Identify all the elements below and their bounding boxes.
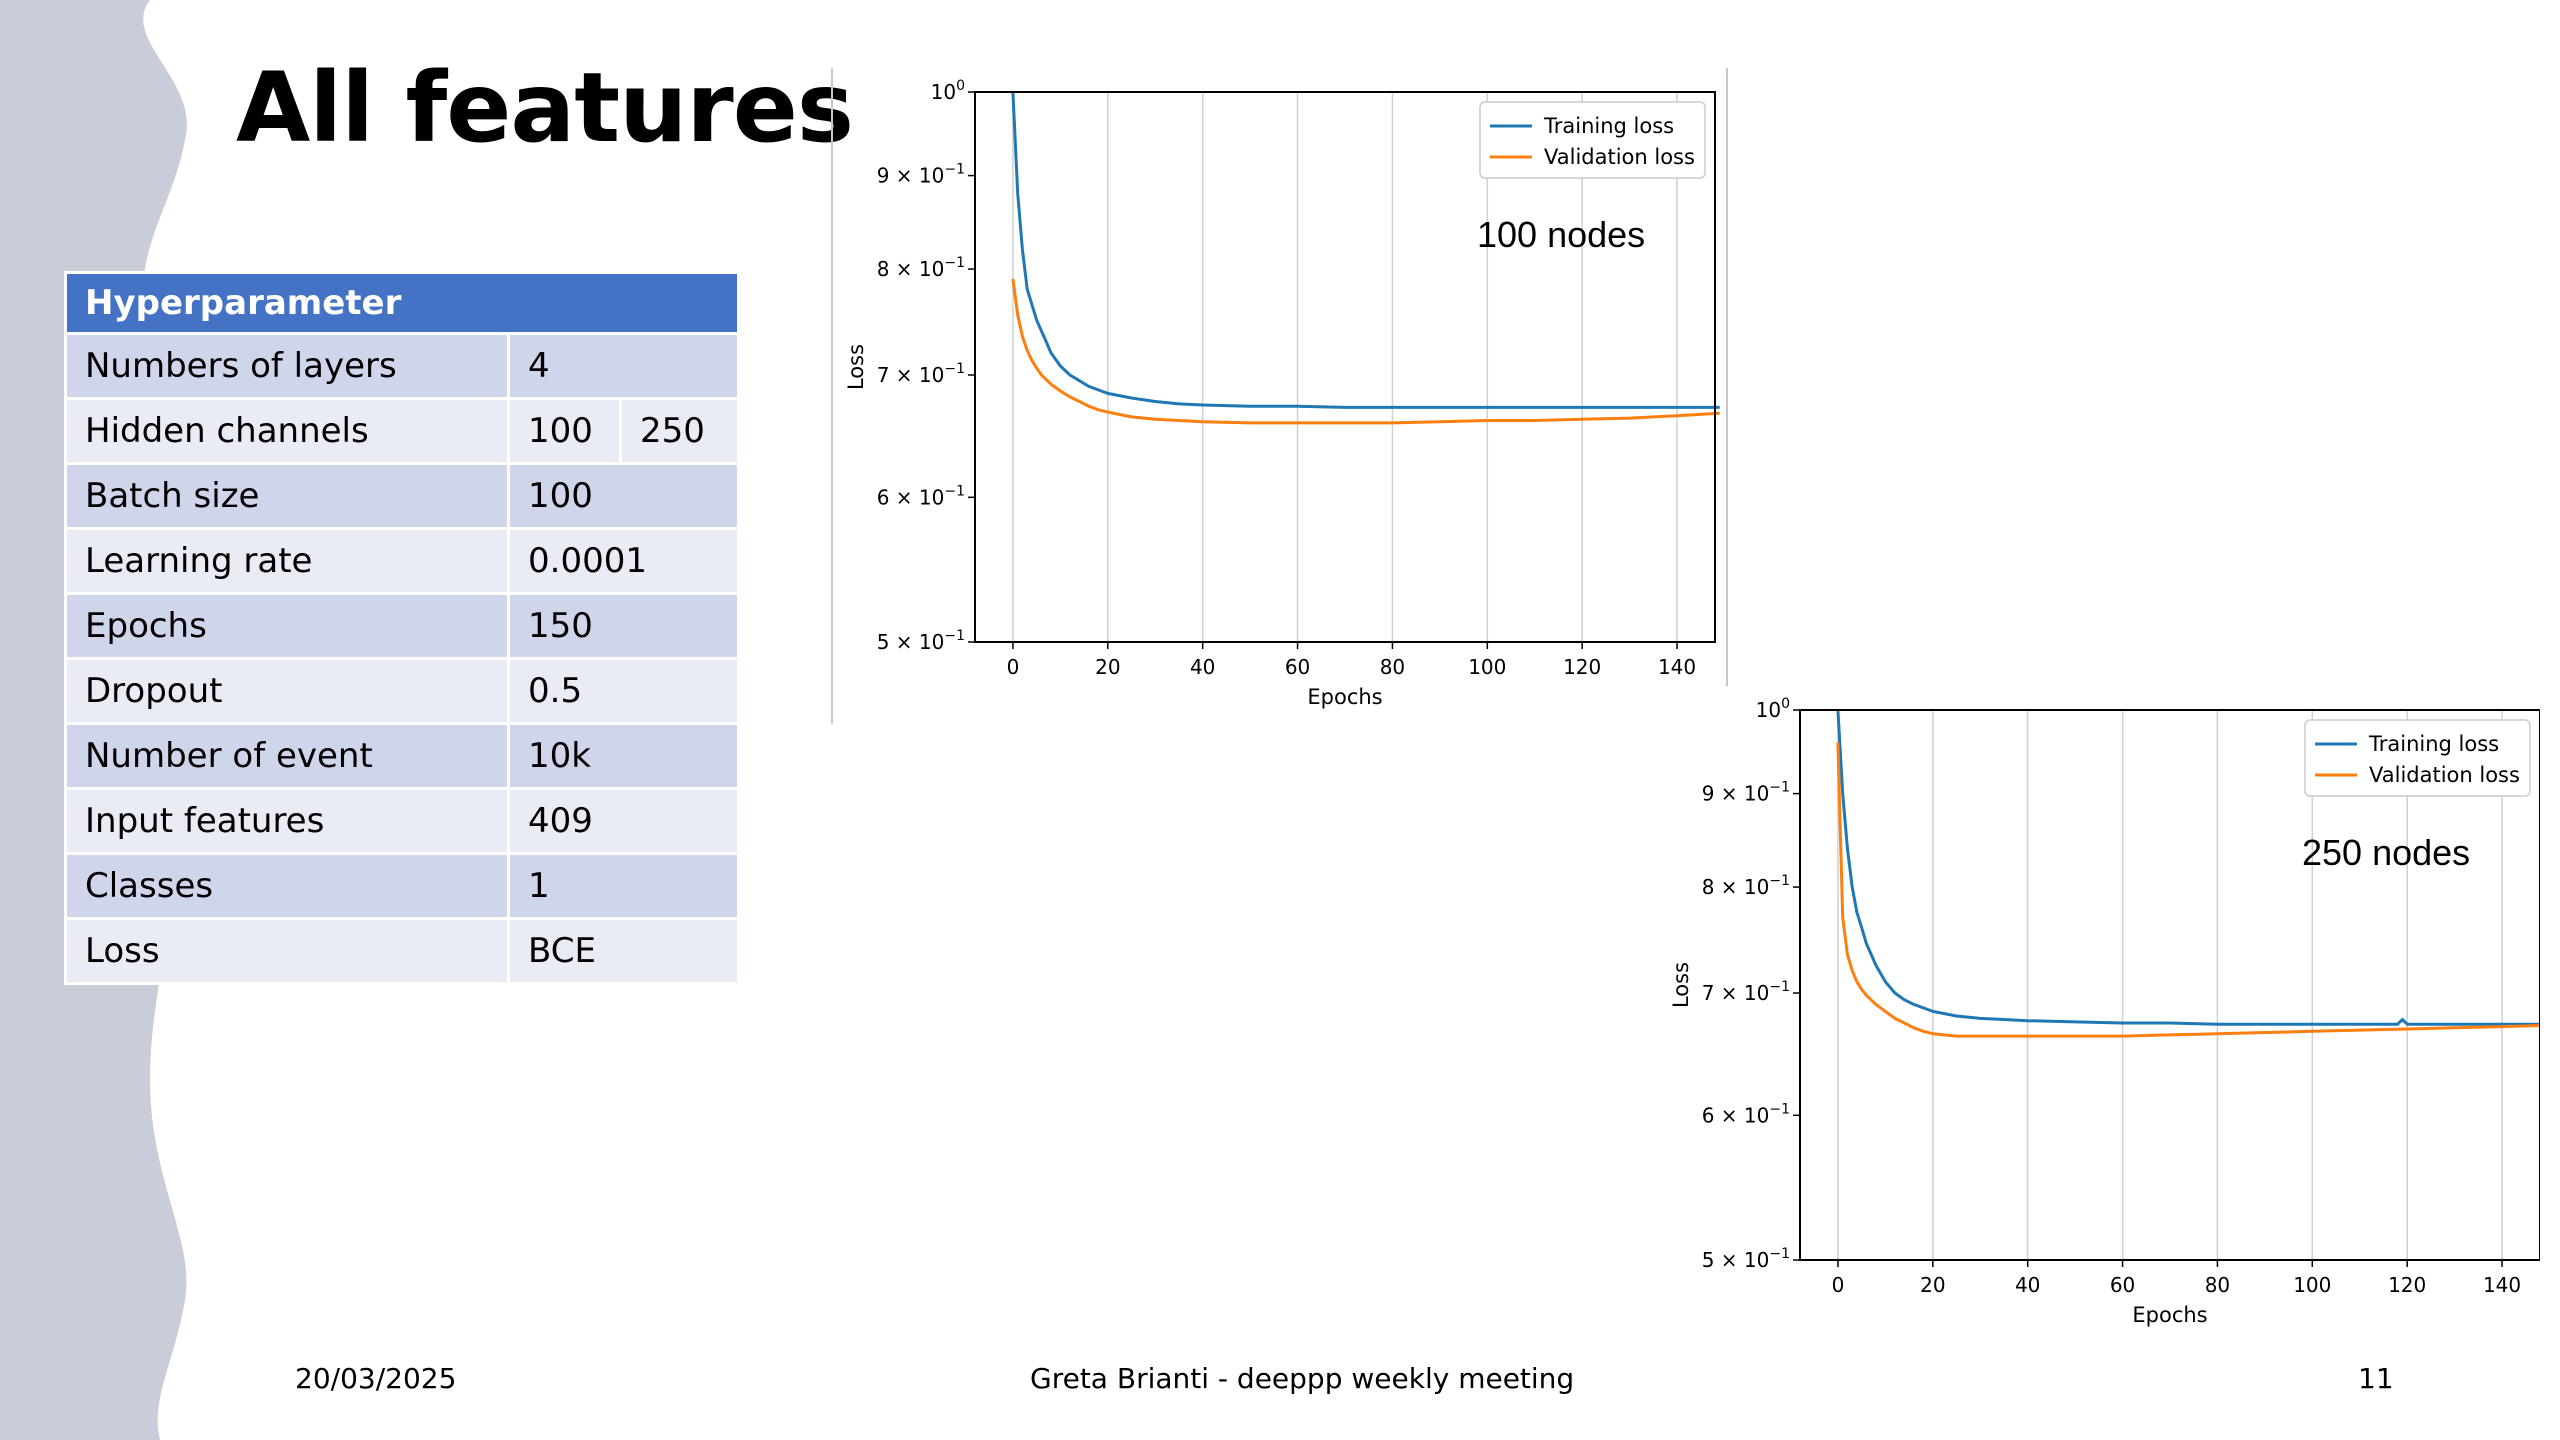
plot-frame: [974, 91, 1716, 643]
x-axis-label: Epochs: [1307, 685, 1382, 709]
x-tick-label: 60: [2110, 1273, 2135, 1297]
table-row: Numbers of layers 4: [64, 332, 741, 400]
y-tick-label: 5 × 10−1: [877, 628, 965, 654]
x-tick-label: 80: [1380, 655, 1405, 679]
series-line: [1011, 91, 1720, 409]
y-tick-label: 7 × 10−1: [877, 361, 965, 387]
row-label: Dropout: [64, 657, 510, 725]
table-row: Loss BCE: [64, 917, 741, 985]
chart-annotation: 250 nodes: [2302, 832, 2470, 873]
y-tick-label: 8 × 10−1: [877, 255, 965, 281]
series-line: [1011, 278, 1720, 425]
row-value: 409: [506, 787, 741, 855]
y-axis-label: Loss: [1669, 962, 1693, 1008]
table-row: Number of event 10k: [64, 722, 741, 790]
y-tick-label: 9 × 10−1: [1702, 780, 1790, 806]
row-label: Classes: [64, 852, 510, 920]
row-value: 100: [507, 397, 622, 465]
table-row: Input features 409: [64, 787, 741, 855]
x-tick-label: 120: [1563, 655, 1601, 679]
x-tick-label: 0: [1007, 655, 1020, 679]
plot-frame: [1799, 709, 2540, 1261]
row-label: Epochs: [64, 592, 510, 660]
slide-title: All features: [236, 52, 854, 164]
row-value: 0.0001: [506, 527, 741, 595]
x-tick-label: 120: [2388, 1273, 2426, 1297]
footer-text: Greta Brianti - deeppp weekly meeting: [1030, 1362, 1575, 1395]
figure-border-right: [1726, 68, 1728, 686]
y-tick-label: 100: [1756, 696, 1790, 722]
row-value: 150: [506, 592, 741, 660]
loss-chart-250-nodes: 0 20 40 60 80 100 120 140 100 9 × 10−1 8 × 10−1 7 ×…: [1669, 696, 2540, 1327]
row-value: 1: [506, 852, 741, 920]
row-value: 100: [506, 462, 741, 530]
y-tick-label: 9 × 10−1: [877, 162, 965, 188]
legend-label: Training loss: [2368, 732, 2499, 756]
x-tick-label: 140: [2483, 1273, 2521, 1297]
y-tick-label: 6 × 10−1: [1702, 1101, 1790, 1127]
legend-label: Validation loss: [1544, 145, 1695, 169]
x-tick-label: 80: [2205, 1273, 2230, 1297]
row-label: Learning rate: [64, 527, 510, 595]
table-row: Learning rate 0.0001: [64, 527, 741, 595]
table-header: Hyperparameter: [63, 271, 741, 335]
x-tick-label: 40: [2015, 1273, 2040, 1297]
series-line: [1836, 709, 2540, 1026]
table-row: Hidden channels 100 250: [64, 397, 741, 465]
y-tick-label: 100: [931, 78, 965, 104]
y-tick-label: 6 × 10−1: [877, 483, 965, 509]
loss-chart-100-nodes: 0 20 40 60 80 100 120 140 100 9 × 10−1 8 × 10−1 7 ×…: [844, 78, 1720, 709]
y-tick-label: 5 × 10−1: [1702, 1246, 1790, 1272]
x-tick-label: 100: [2293, 1273, 2331, 1297]
x-tick-label: 100: [1468, 655, 1506, 679]
x-tick-label: 140: [1658, 655, 1696, 679]
row-value-secondary: 250: [618, 397, 741, 465]
legend-box: [2304, 719, 2531, 797]
table-row: Epochs 150: [64, 592, 741, 660]
table-row: Batch size 100: [64, 462, 741, 530]
x-tick-label: 0: [1832, 1273, 1845, 1297]
legend-label: Training loss: [1543, 114, 1674, 138]
row-label: Input features: [64, 787, 510, 855]
x-axis-label: Epochs: [2132, 1303, 2207, 1327]
x-tick-label: 40: [1190, 655, 1215, 679]
series-line: [1836, 742, 2540, 1038]
hyperparameter-table: Hyperparameter Numbers of layers 4 Hidde…: [63, 271, 741, 985]
row-label: Loss: [64, 917, 510, 985]
x-tick-label: 20: [1920, 1273, 1945, 1297]
page-number: 11: [2358, 1362, 2394, 1395]
row-value: 4: [506, 332, 741, 400]
row-label: Hidden channels: [64, 397, 510, 465]
row-value: 0.5: [506, 657, 741, 725]
legend-label: Validation loss: [2369, 763, 2520, 787]
y-tick-label: 8 × 10−1: [1702, 873, 1790, 899]
x-tick-label: 60: [1285, 655, 1310, 679]
table-row: Dropout 0.5: [64, 657, 741, 725]
y-tick-label: 7 × 10−1: [1702, 979, 1790, 1005]
row-label: Numbers of layers: [64, 332, 510, 400]
row-label: Batch size: [64, 462, 510, 530]
row-label: Number of event: [64, 722, 510, 790]
y-axis-label: Loss: [844, 344, 868, 390]
footer-date: 20/03/2025: [295, 1362, 457, 1395]
row-value: 10k: [506, 722, 741, 790]
row-value: BCE: [506, 917, 741, 985]
table-row: Classes 1: [64, 852, 741, 920]
chart-annotation: 100 nodes: [1477, 214, 1645, 255]
figure-border-left: [831, 68, 833, 724]
x-tick-label: 20: [1095, 655, 1120, 679]
legend-box: [1479, 101, 1706, 179]
